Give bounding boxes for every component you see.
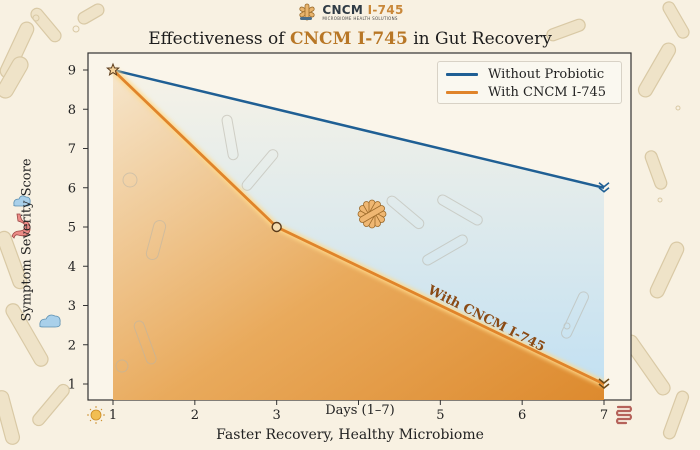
plot-bacteria-decoration <box>115 114 589 373</box>
legend-swatch-without-probiotic <box>446 72 478 76</box>
intestine-icon <box>615 405 633 425</box>
title-prefix: Effectiveness of <box>148 29 290 49</box>
double-chevron-down-icon <box>598 378 610 390</box>
legend-item-without-probiotic: Without Probiotic <box>446 65 613 83</box>
legend-swatch-with-cncm <box>446 90 478 94</box>
legend: Without Probiotic With CNCM I-745 <box>437 61 622 104</box>
stomach-icon <box>11 213 31 239</box>
cloud-icon <box>13 195 31 207</box>
chart-subcaption: Faster Recovery, Healthy Microbiome <box>216 427 484 443</box>
y-axis-label: Symptom Severity Score <box>19 158 35 322</box>
y-tick-label: 8 <box>68 103 76 118</box>
logo-tagline: MICROBIOME HEALTH SOLUTIONS <box>322 15 398 21</box>
y-tick-label: 2 <box>68 338 76 353</box>
title-suffix: in Gut Recovery <box>407 29 552 49</box>
title-accent: CNCM I-745 <box>289 29 408 49</box>
line-without-probiotic <box>112 68 605 190</box>
area-fill-without-probiotic <box>113 70 604 384</box>
x-tick-label: 3 <box>273 408 281 423</box>
y-tick-label: 1 <box>68 378 76 393</box>
x-tick-label: 1 <box>109 408 117 423</box>
cloud-icon <box>39 314 61 328</box>
legend-label-without-probiotic: Without Probiotic <box>488 66 605 82</box>
x-axis-label: Days (1–7) <box>325 403 395 418</box>
x-tick-label: 6 <box>518 408 526 423</box>
star-icon <box>106 62 120 77</box>
x-tick-label: 7 <box>600 408 608 423</box>
bacteria-cluster-logo-icon <box>299 3 315 21</box>
x-tick-label: 2 <box>191 408 199 423</box>
legend-item-with-cncm: With CNCM I-745 <box>446 83 613 101</box>
y-tick-label: 5 <box>68 221 76 236</box>
logo-text-main: CNCM <box>322 2 368 17</box>
y-tick-label: 4 <box>68 260 76 275</box>
logo: CNCM I-745 MICROBIOME HEALTH SOLUTIONS <box>0 2 700 22</box>
logo-text-accent: I-745 <box>367 2 404 17</box>
y-tick-label: 7 <box>68 142 76 157</box>
circle-marker-icon <box>271 221 282 233</box>
chart-title: Effectiveness of CNCM I-745 in Gut Recov… <box>0 29 700 49</box>
y-tick-label: 9 <box>68 64 76 79</box>
sun-icon <box>87 406 105 424</box>
logo-text: CNCM I-745 <box>322 4 403 16</box>
y-tick-label: 3 <box>68 299 76 314</box>
probiotic-cluster-icon <box>357 199 387 229</box>
double-chevron-down-icon <box>598 182 610 193</box>
area-fill-with-cncm <box>113 70 604 400</box>
y-tick-label: 6 <box>68 181 76 196</box>
legend-label-with-cncm: With CNCM I-745 <box>488 84 607 100</box>
x-tick-label: 5 <box>436 408 444 423</box>
